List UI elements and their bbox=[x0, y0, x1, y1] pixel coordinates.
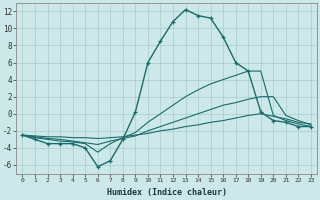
X-axis label: Humidex (Indice chaleur): Humidex (Indice chaleur) bbox=[107, 188, 227, 197]
